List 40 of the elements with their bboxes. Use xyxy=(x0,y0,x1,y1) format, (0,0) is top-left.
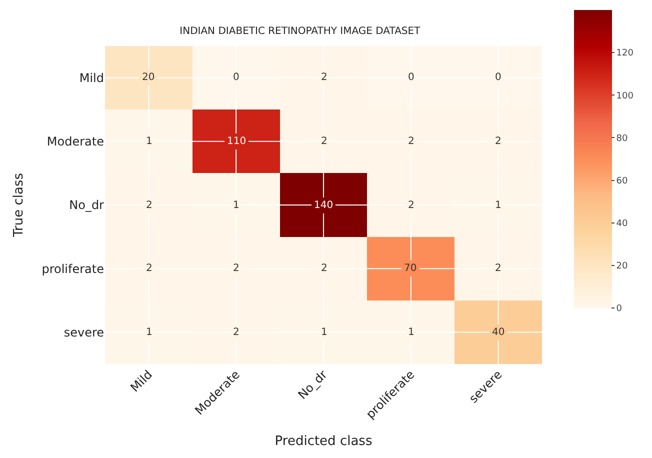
color-bar-label: 120 xyxy=(616,48,634,59)
color-bar-label: 0 xyxy=(616,304,622,314)
y-tick-label: severe xyxy=(64,325,104,340)
data-label: 2 xyxy=(321,72,328,83)
data-label: 0 xyxy=(495,72,502,83)
data-label: 2 xyxy=(408,136,414,147)
chart-title: INDIAN DIABETIC RETINOPATHY IMAGE DATASET xyxy=(180,26,422,37)
data-label: 2 xyxy=(146,263,152,274)
data-label: 2 xyxy=(233,327,240,338)
y-tick-label: Moderate xyxy=(46,134,104,149)
y-tick-label: No_dr xyxy=(69,198,104,212)
data-label: 2 xyxy=(321,263,328,274)
color-bar-label: 100 xyxy=(616,91,634,102)
color-bar-label: 40 xyxy=(616,219,628,230)
data-label: 1 xyxy=(146,136,152,147)
data-label: 2 xyxy=(408,200,414,211)
color-bar-label: 20 xyxy=(616,262,628,272)
data-label: 110 xyxy=(227,136,246,147)
data-label: 2 xyxy=(495,136,502,147)
data-label: 2 xyxy=(321,136,328,147)
data-label: 20 xyxy=(142,72,155,83)
data-label: 0 xyxy=(408,72,414,83)
y-tick-label: Mild xyxy=(79,71,104,85)
y-axis-title: True class xyxy=(12,172,27,238)
color-bar-label: 80 xyxy=(616,134,628,144)
data-label: 1 xyxy=(321,327,328,338)
data-label: 1 xyxy=(233,200,240,211)
data-label: 2 xyxy=(146,200,152,211)
data-label: 2 xyxy=(233,263,240,274)
data-label: 1 xyxy=(495,200,502,211)
data-label: 1 xyxy=(146,327,152,338)
y-tick-label: proliferate xyxy=(42,262,104,276)
data-label: 1 xyxy=(408,327,414,338)
data-label: 140 xyxy=(314,200,334,211)
data-label: 2 xyxy=(495,263,502,274)
data-label: 70 xyxy=(404,263,417,274)
data-label: 40 xyxy=(492,327,505,338)
data-label: 0 xyxy=(233,72,240,83)
x-axis-title: Predicted class xyxy=(274,434,372,450)
color-bar-label: 60 xyxy=(616,176,628,186)
